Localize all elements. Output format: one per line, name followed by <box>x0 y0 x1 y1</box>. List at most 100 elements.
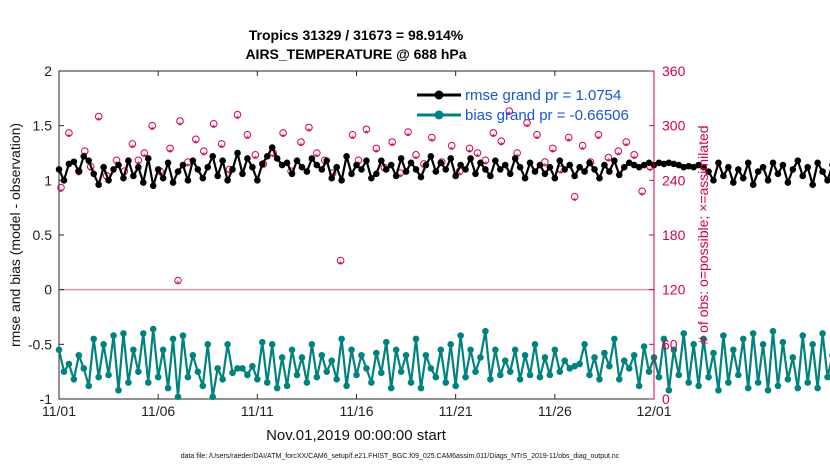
rmse-point <box>149 182 157 190</box>
bias-point <box>452 382 459 390</box>
y-tick-label-left: 0 <box>44 282 52 298</box>
rmse-point <box>685 162 693 170</box>
obs-possible-marker <box>614 147 623 155</box>
rmse-point <box>85 157 93 164</box>
obs-assimilated-marker: * <box>491 133 495 144</box>
bias-point <box>467 346 474 354</box>
obs-assimilated-marker: * <box>339 260 343 271</box>
bias-point <box>318 351 326 359</box>
bias-point <box>809 341 816 348</box>
obs-assimilated-marker: * <box>194 139 198 150</box>
axis-ticks: 11/01 11/06 11/11 11/16 11/21 11/26 12/01 -1 -0.… <box>28 63 686 419</box>
bias-point <box>720 332 727 339</box>
bias-point <box>110 332 117 339</box>
obs-assimilated-marker: * <box>315 153 319 164</box>
rmse-point <box>814 159 821 167</box>
y-axis-label-left: rmse and bias (model - observation) <box>7 123 23 347</box>
rmse-point <box>779 161 787 169</box>
bias-point <box>422 351 430 359</box>
rmse-point <box>586 159 593 167</box>
rmse-point <box>680 163 688 171</box>
bias-point <box>298 354 306 361</box>
rmse-point <box>551 174 559 182</box>
rmse-point <box>303 168 311 175</box>
bias-point <box>447 341 455 348</box>
obs-possible-marker <box>604 153 613 162</box>
rmse-point <box>224 177 231 184</box>
bias-point <box>417 384 425 392</box>
legend: rmse grand pr = 1.0754 bias grand pr = -… <box>417 87 629 124</box>
obs-assimilated-marker: * <box>89 166 93 177</box>
rmse-point <box>358 166 365 173</box>
y-tick-label-left: 1 <box>44 172 52 188</box>
rmse-point <box>283 159 291 167</box>
rmse-point <box>660 160 668 168</box>
rmse-point <box>392 172 400 180</box>
rmse-point <box>730 179 737 186</box>
rmse-point <box>268 144 276 151</box>
bias-point <box>695 382 702 390</box>
x-tick-label: 11/11 <box>241 403 274 419</box>
rmse-point <box>348 170 355 178</box>
bias-point <box>149 325 157 333</box>
rmse-point <box>715 159 722 167</box>
obs-assimilated-marker: * <box>440 162 444 173</box>
rmse-point <box>382 166 390 173</box>
bias-point <box>293 371 301 379</box>
rmse-point <box>700 163 707 171</box>
bias-point <box>824 373 830 381</box>
obs-possible-marker <box>57 183 65 192</box>
rmse-point <box>487 172 494 180</box>
rmse-point <box>397 155 405 162</box>
rmse-point <box>234 149 241 157</box>
rmse-point <box>373 170 380 178</box>
legend-marker-rmse <box>434 90 444 100</box>
obs-possible-marker <box>428 133 436 142</box>
bias-point <box>338 335 345 343</box>
bias-point <box>611 335 618 343</box>
rmse-point <box>437 159 445 167</box>
rmse-point <box>95 181 102 189</box>
bias-point <box>244 371 251 379</box>
obs-possible-marker <box>412 151 420 159</box>
rmse-point <box>794 157 802 164</box>
rmse-point <box>526 159 534 167</box>
rmse-point <box>477 159 484 167</box>
obs-possible-marker <box>348 130 357 139</box>
rmse-point <box>784 179 792 186</box>
obs-assimilated-marker: * <box>559 169 563 180</box>
obs-possible-marker <box>570 192 579 201</box>
obs-assimilated-marker: * <box>589 162 593 173</box>
bias-point <box>343 382 350 390</box>
obs-possible-marker <box>148 121 157 130</box>
rmse-point <box>725 163 732 171</box>
bias-point <box>184 373 192 381</box>
bias-point <box>482 327 489 335</box>
obs-possible-marker <box>473 149 482 157</box>
obs-possible-marker <box>134 156 143 165</box>
bias-point <box>556 368 564 375</box>
bias-point <box>70 376 78 383</box>
obs-assimilated-marker: * <box>597 134 601 145</box>
y-tick-label-right: 0 <box>662 391 670 407</box>
rmse-point <box>412 166 420 173</box>
obs-possible-marker <box>243 130 252 139</box>
obs-assimilated-marker: * <box>186 162 190 173</box>
rmse-point <box>506 170 514 178</box>
bias-point <box>308 341 316 348</box>
bias-point <box>675 371 683 379</box>
obs-assimilated-marker: * <box>364 129 368 140</box>
rmse-point <box>338 177 345 184</box>
rmse-point <box>343 152 350 160</box>
rmse-point <box>442 166 450 173</box>
rmse-point <box>105 177 112 184</box>
obs-assimilated-marker: * <box>351 134 355 145</box>
bias-point <box>90 335 98 343</box>
bias-point <box>199 382 207 390</box>
y-tick-label-right: 360 <box>662 63 686 79</box>
rmse-point <box>363 157 370 164</box>
bias-point <box>75 351 83 359</box>
rmse-point <box>125 157 132 164</box>
obs-possible-marker <box>497 137 506 145</box>
bias-point <box>487 376 494 383</box>
